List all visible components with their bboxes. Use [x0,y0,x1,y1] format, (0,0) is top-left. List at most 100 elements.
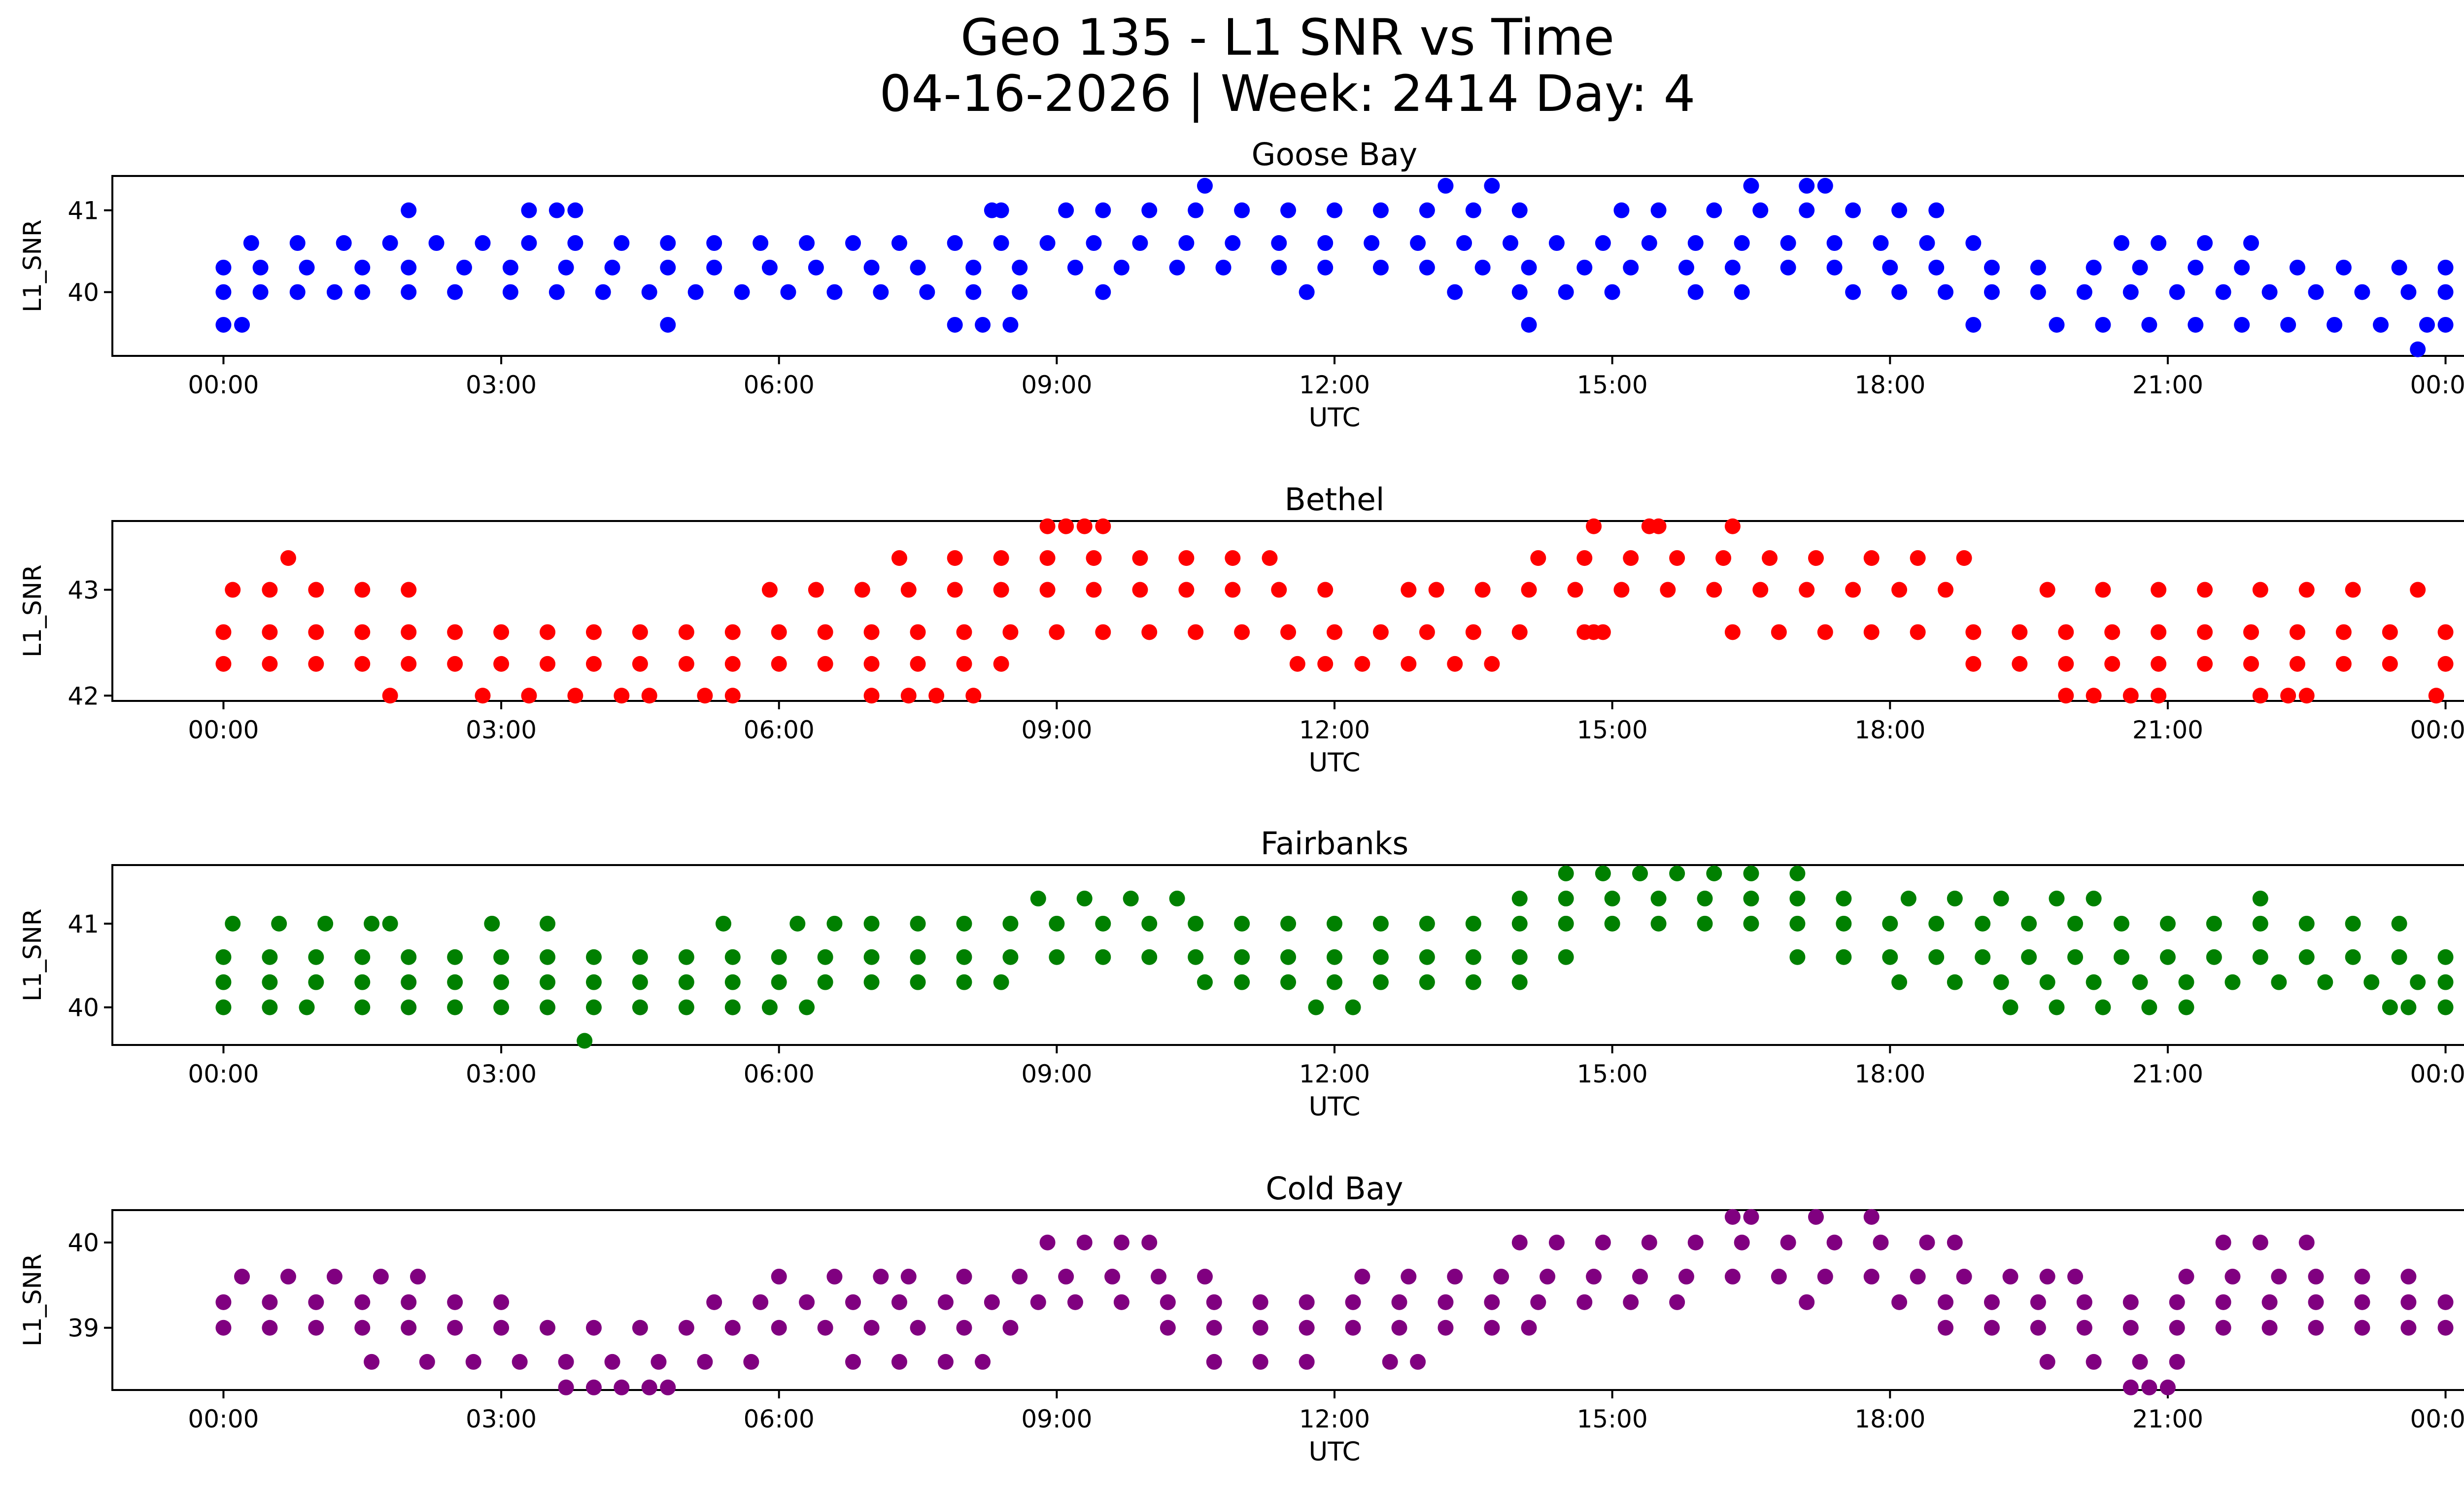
data-point [2095,316,2111,333]
data-point [1039,582,1056,598]
data-point [1863,1268,1880,1285]
data-point [1002,316,1019,333]
data-point [2002,999,2019,1015]
x-tick-label: 06:00 [744,716,815,744]
data-point [1900,890,1916,906]
data-point [2437,624,2454,640]
data-point [660,1379,676,1395]
data-point [1845,582,1861,598]
data-point [2039,582,2055,598]
data-point [1762,550,1778,566]
data-point [1456,235,1472,251]
data-point [1780,235,1796,251]
x-tick-label: 00:00 [188,716,259,744]
data-point [558,259,574,276]
data-point [632,974,648,990]
data-point [1160,1294,1176,1310]
data-point [1058,202,1074,218]
data-point [2252,582,2268,598]
data-point [697,688,713,704]
data-point [447,1320,463,1336]
data-point [1965,235,1982,251]
data-point [641,284,657,300]
data-point [1076,518,1093,534]
data-point [753,1294,769,1310]
data-point [1910,1268,1926,1285]
data-point [993,202,1009,218]
data-point [1613,582,1630,598]
points-group [215,518,2454,704]
x-tick-label: 21:00 [2132,371,2203,399]
data-point [1095,949,1111,965]
data-point [2437,316,2454,333]
data-point [2021,915,2037,932]
data-point [2271,1268,2287,1285]
x-axis-label: UTC [1308,1437,1360,1467]
data-point [910,656,926,672]
data-point [2058,624,2074,640]
data-point [863,688,880,704]
data-point [585,1379,602,1395]
data-point [1169,890,1185,906]
x-tick-label: 03:00 [466,1060,537,1088]
data-point [2197,235,2213,251]
data-point [724,624,741,640]
data-point [1938,1320,1953,1336]
x-tick-label: 00:00 [2410,1060,2464,1088]
data-point [1345,1320,1361,1336]
y-tick-label: 40 [68,1229,99,1257]
data-point [1039,550,1056,566]
data-point [262,656,278,672]
data-point [2280,688,2296,704]
data-point [771,974,787,990]
data-point [1271,582,1287,598]
data-point [1604,284,1620,300]
data-point [1576,259,1593,276]
data-point [1049,624,1065,640]
data-point [1067,1294,1083,1310]
data-point [2354,1320,2370,1336]
data-point [1650,890,1667,906]
data-point [724,974,741,990]
data-point [2261,1294,2278,1310]
data-point [262,999,278,1015]
data-point [956,1268,972,1285]
data-point [1780,1234,1796,1251]
data-point [845,1354,861,1370]
data-point [1613,202,1630,218]
data-point [863,1320,880,1336]
data-point [401,202,417,218]
data-point [1724,1268,1741,1285]
x-tick-label: 06:00 [744,371,815,399]
data-point [1919,1234,1935,1251]
data-point [2058,656,2074,672]
data-point [1558,865,1574,881]
data-point [308,1294,324,1310]
data-point [1401,656,1417,672]
data-point [2058,688,2074,704]
data-point [2382,656,2398,672]
data-point [540,656,556,672]
figure-title: Geo 135 - L1 SNR vs Time [960,8,1614,67]
data-point [215,284,232,300]
data-point [1354,1268,1370,1285]
data-point [1817,177,1833,194]
data-point [2002,1268,2019,1285]
data-point [262,974,278,990]
y-axis-label: L1_SNR [18,564,47,658]
data-point [2095,999,2111,1015]
data-point [2076,284,2092,300]
data-point [1863,1209,1880,1225]
data-point [215,974,232,990]
data-point [1437,1294,1454,1310]
data-point [1650,915,1667,932]
x-tick-label: 15:00 [1577,371,1648,399]
data-point [1299,1294,1315,1310]
data-point [1419,259,1435,276]
data-point [993,582,1009,598]
data-point [326,284,342,300]
data-point [2197,656,2213,672]
data-point [1984,284,2000,300]
data-point [354,656,371,672]
data-point [2437,259,2454,276]
